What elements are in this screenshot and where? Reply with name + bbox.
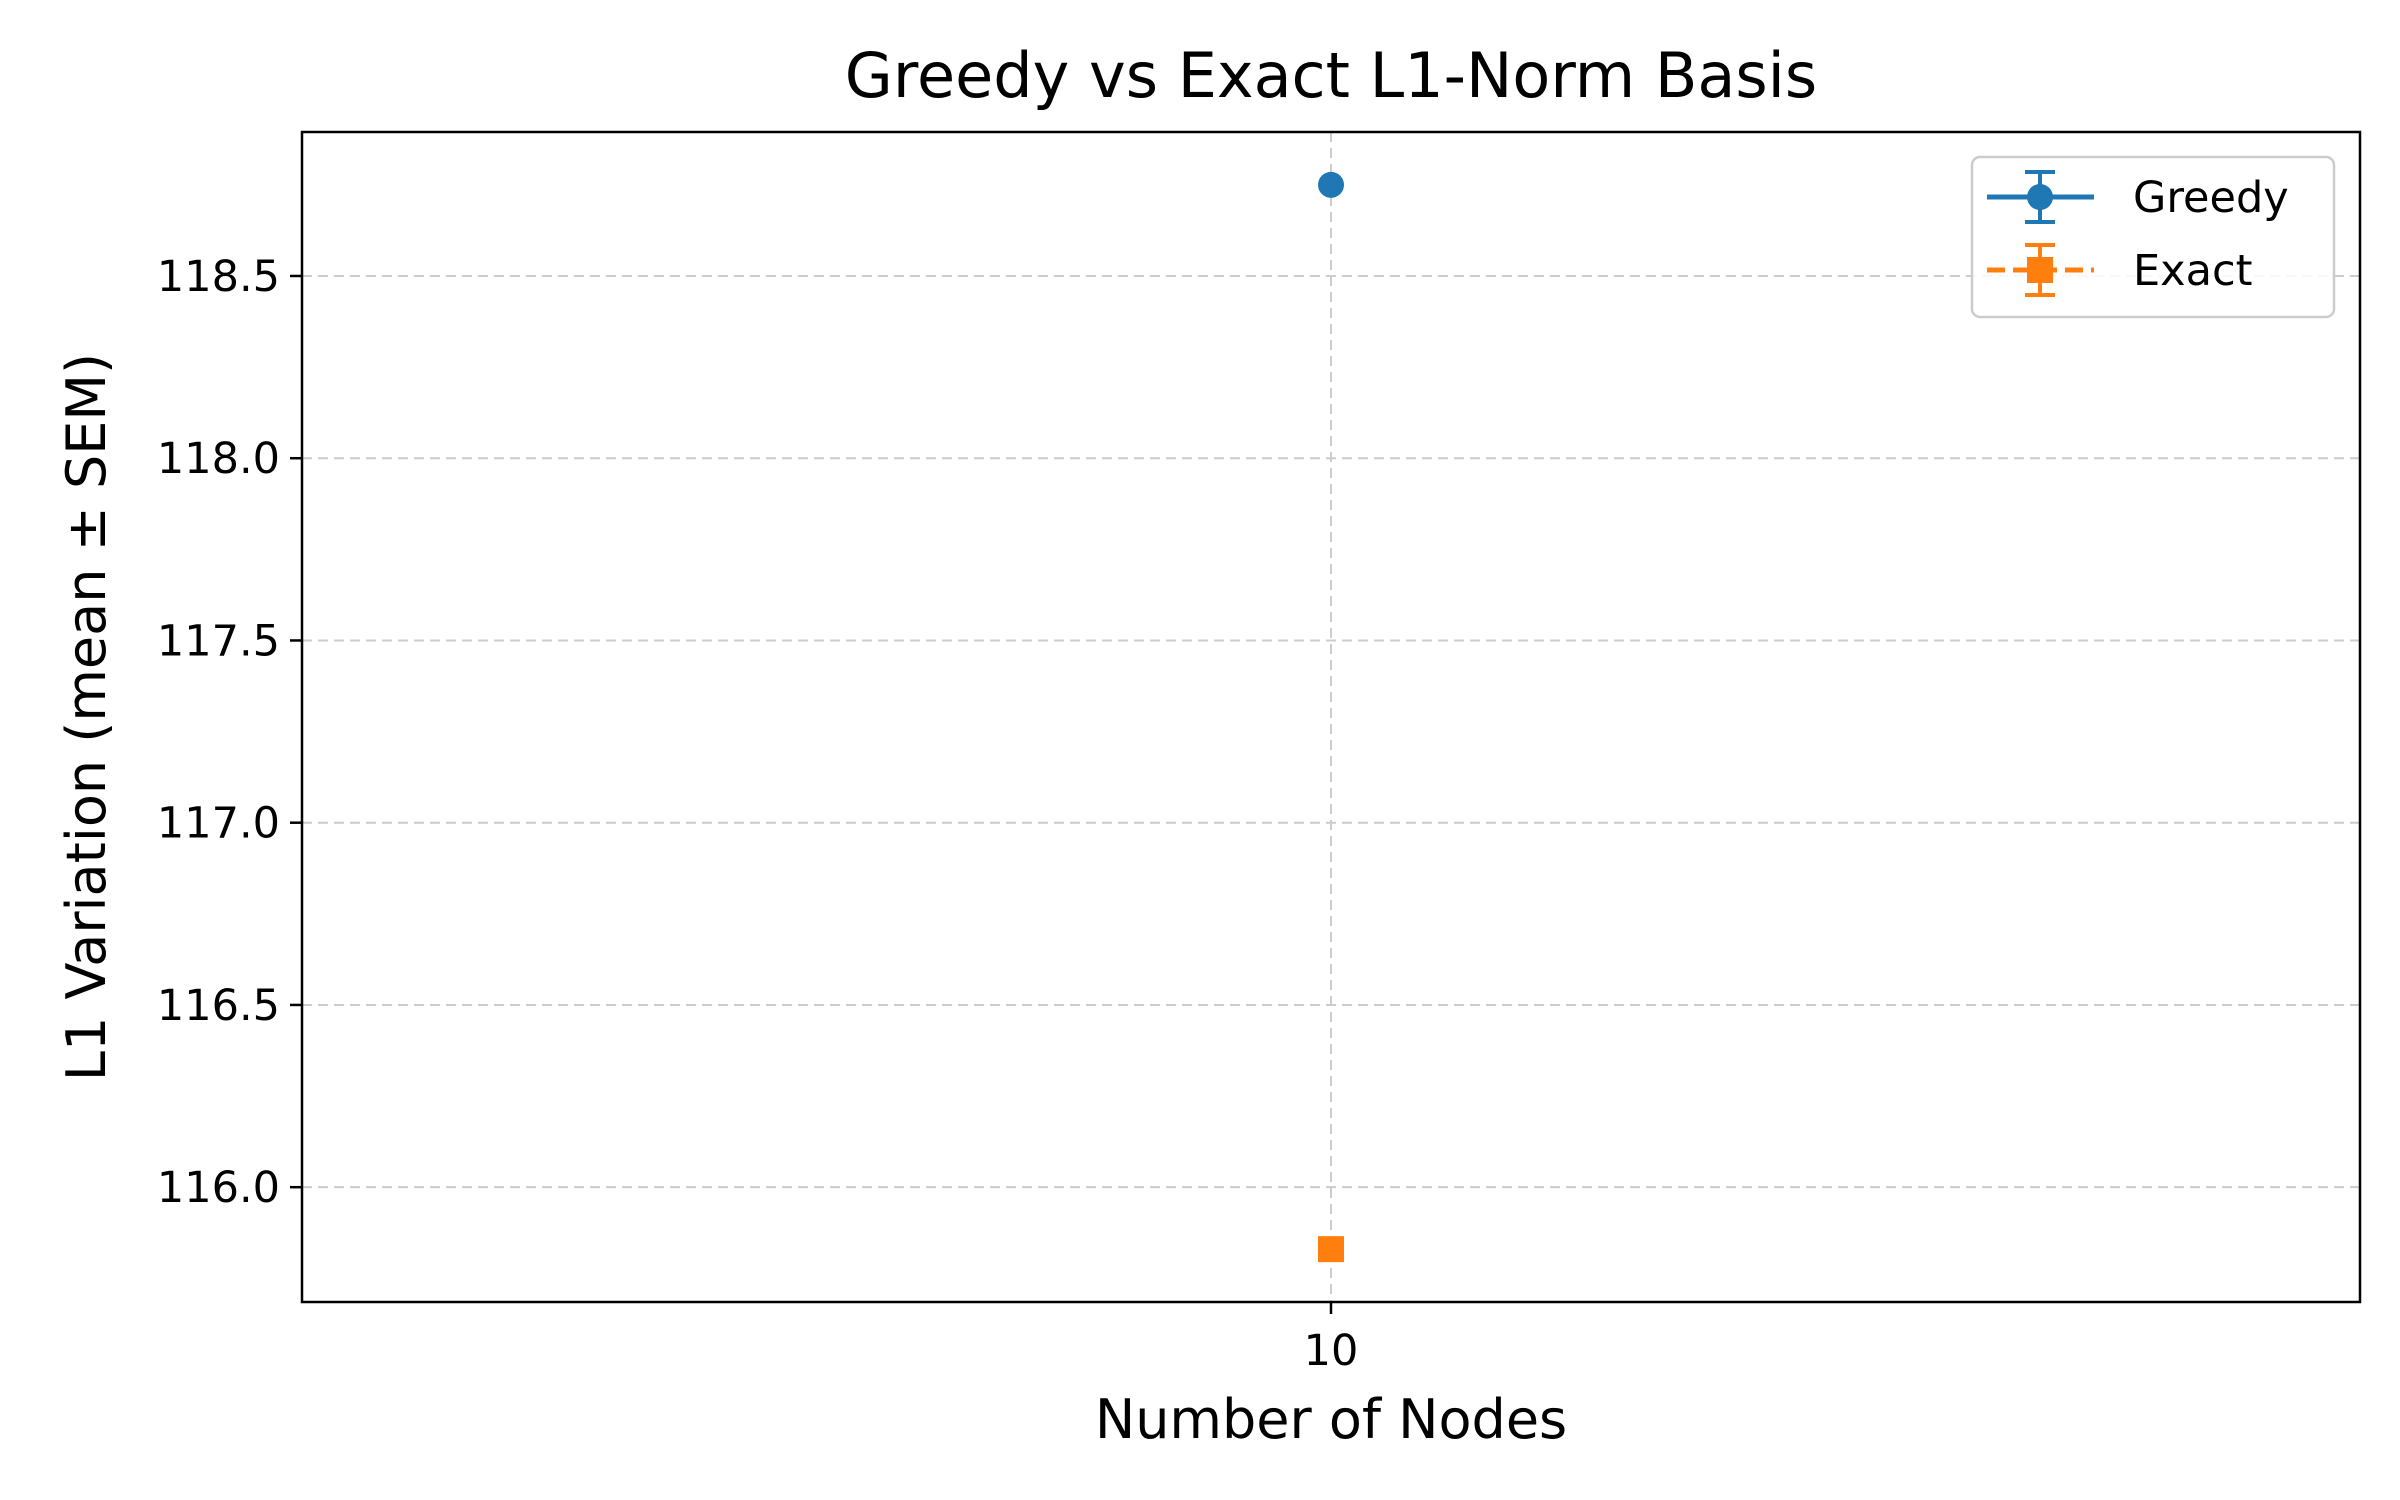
y-tick-label: 118.5 [157, 252, 280, 302]
y-tick-label: 117.0 [157, 799, 280, 849]
legend: Greedy Exact [1970, 155, 2336, 319]
legend-marker-exact [2027, 257, 2053, 283]
y-axis-label: L1 Variation (mean ± SEM) [55, 353, 118, 1081]
y-tick-label: 117.5 [157, 616, 280, 666]
x-axis: 10 [1304, 1302, 1359, 1376]
y-axis: 116.0 116.5 117.0 117.5 118.0 118.5 [157, 252, 302, 1213]
x-axis-label: Number of Nodes [1095, 1388, 1567, 1451]
legend-marker-greedy [2027, 184, 2053, 210]
legend-label-exact: Exact [2133, 246, 2252, 296]
y-tick-label: 118.0 [157, 434, 280, 484]
y-tick-label: 116.0 [157, 1163, 280, 1213]
series-layer [1318, 171, 1344, 1263]
legend-item-exact: Exact [1987, 243, 2252, 297]
series-exact [1318, 1236, 1344, 1263]
y-tick-label: 116.5 [157, 981, 280, 1031]
x-tick-label: 10 [1304, 1326, 1359, 1376]
series-greedy [1318, 171, 1344, 198]
chart-title: Greedy vs Exact L1-Norm Basis [845, 39, 1817, 112]
data-point-greedy [1318, 171, 1344, 198]
legend-item-greedy: Greedy [1987, 170, 2289, 224]
legend-label-greedy: Greedy [2133, 173, 2289, 223]
data-point-exact [1318, 1236, 1344, 1263]
